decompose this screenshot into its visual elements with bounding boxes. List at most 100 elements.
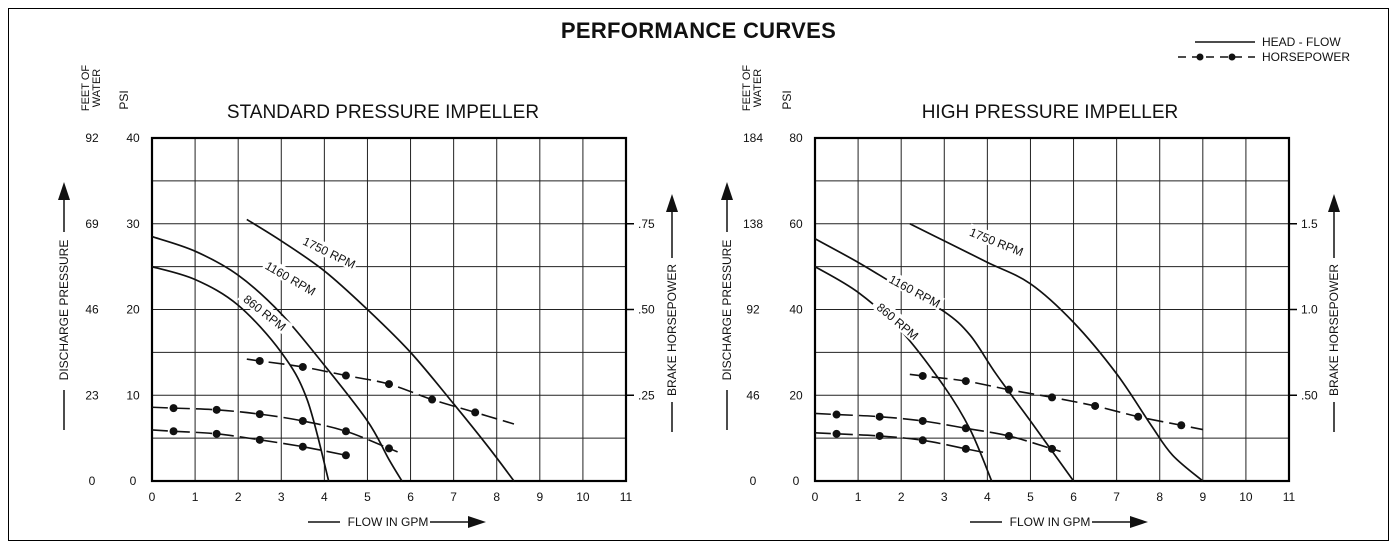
psi-tick-label: 30 [126,217,140,231]
horsepower-point [341,451,350,460]
horsepower-point [918,436,927,445]
x-axis-label: FLOW IN GPM [1010,515,1091,529]
x-tick-label: 3 [278,490,285,504]
psi-tick-label: 20 [126,303,140,317]
legend-hp-marker [1228,53,1236,61]
curve-label-bg [966,223,1028,259]
horsepower-point [961,444,970,453]
y-axis-label-left: DISCHARGE PRESSURE [57,240,71,381]
horsepower-point [255,435,264,444]
page-title: PERFORMANCE CURVES [560,18,837,43]
x-tick-label: 5 [364,490,371,504]
y-axis-right-arrowhead [1328,194,1340,212]
x-tick-label: 4 [984,490,991,504]
psi-header: PSI [117,90,131,109]
feet-tick-label: 46 [746,388,760,402]
x-tick-label: 1 [855,490,862,504]
psi-tick-label: 40 [126,131,140,145]
horsepower-point [385,444,393,453]
x-tick-label: 3 [941,490,948,504]
curve-label: 1750 RPM [301,234,358,271]
horsepower-point [1048,393,1056,402]
x-tick-label: 1 [192,490,199,504]
standard-pressure-chart: STANDARD PRESSURE IMPELLER FEET OFWATER PS… [57,65,679,529]
curve-label-bg [299,232,360,272]
head-flow-curve [151,235,403,482]
head-flow-curve [909,222,1204,482]
curve-label-bg [870,296,926,346]
feet-of-water-header: FEET OFWATER [741,65,764,112]
feet-tick-label: 138 [743,217,763,231]
grid [152,138,626,481]
hp-tick-label: 1.0 [1301,303,1318,317]
legend-horsepower-label: HORSEPOWER [1262,50,1350,64]
psi-tick-label: 60 [789,217,803,231]
chart-title: HIGH PRESSURE IMPELLER [922,102,1179,123]
hp-tick-label: 1.5 [1301,217,1318,231]
head-flow-curve [814,238,1075,482]
feet-tick-label: 92 [85,131,99,145]
horsepower-point [961,377,970,386]
legend: HEAD - FLOW HORSEPOWER [1178,35,1350,64]
x-tick-label: 8 [1156,490,1163,504]
horsepower-point [255,356,264,365]
legend-hp-marker [1196,53,1204,61]
horsepower-point [385,380,393,389]
x-tick-label: 5 [1027,490,1034,504]
hp-tick-label: .75 [638,217,655,231]
horsepower-point [341,371,350,380]
x-tick-label: 10 [1239,490,1253,504]
x-tick-label: 11 [620,490,633,504]
hp-tick-label: .50 [638,303,655,317]
x-tick-label: 9 [536,490,543,504]
horsepower-point [298,442,307,451]
horsepower-point [1177,421,1186,430]
horsepower-point [1004,431,1013,440]
y-axis-label-left: DISCHARGE PRESSURE [720,240,734,381]
y-axis-label-right: BRAKE HORSEPOWER [665,264,679,396]
horsepower-point [471,408,480,417]
chart-frame [8,8,1389,541]
x-tick-label: 11 [1283,490,1296,504]
hp-tick-label: .25 [638,388,655,402]
x-tick-label: 7 [1113,490,1120,504]
curve-label: 1160 RPM [263,259,318,299]
horsepower-point [961,424,970,433]
feet-tick-label: 184 [743,131,763,145]
chart-title: STANDARD PRESSURE IMPELLER [227,102,539,123]
hp-tick-label: .50 [1301,388,1318,402]
high-pressure-chart: HIGH PRESSURE IMPELLER FEET OFWATER PSI 0 0 2… [720,65,1341,529]
horsepower-point [298,362,307,371]
head-flow-curve [814,265,993,482]
curve-label: 1160 RPM [887,272,943,311]
x-tick-label: 10 [576,490,590,504]
horsepower-point [875,412,884,421]
horsepower-point [1134,412,1143,421]
psi-header: PSI [780,90,794,109]
horsepower-point [341,427,350,436]
psi-tick-label: 0 [130,474,137,488]
feet-tick-label: 0 [750,474,757,488]
y-axis-left-arrowhead [721,182,733,200]
x-axis-arrowhead [468,516,486,528]
y-axis-label-right: BRAKE HORSEPOWER [1327,264,1341,396]
curve-label-bg [885,270,945,311]
curve-label-bg [237,288,294,337]
head-flow-curve [246,218,515,482]
feet-tick-label: 0 [89,474,96,488]
horsepower-point [875,431,884,440]
x-axis-arrowhead [1130,516,1148,528]
x-tick-label: 0 [149,490,156,504]
x-tick-label: 0 [812,490,819,504]
x-axis-label: FLOW IN GPM [348,515,429,529]
feet-of-water-header: FEET OFWATER [80,65,103,112]
horsepower-curve [151,406,398,453]
horsepower-point [428,395,437,404]
x-tick-label: 2 [898,490,905,504]
x-tick-label: 8 [493,490,500,504]
horsepower-point [832,429,841,438]
legend-head-flow-label: HEAD - FLOW [1262,35,1341,49]
horsepower-point [1004,385,1013,394]
x-tick-label: 9 [1199,490,1206,504]
